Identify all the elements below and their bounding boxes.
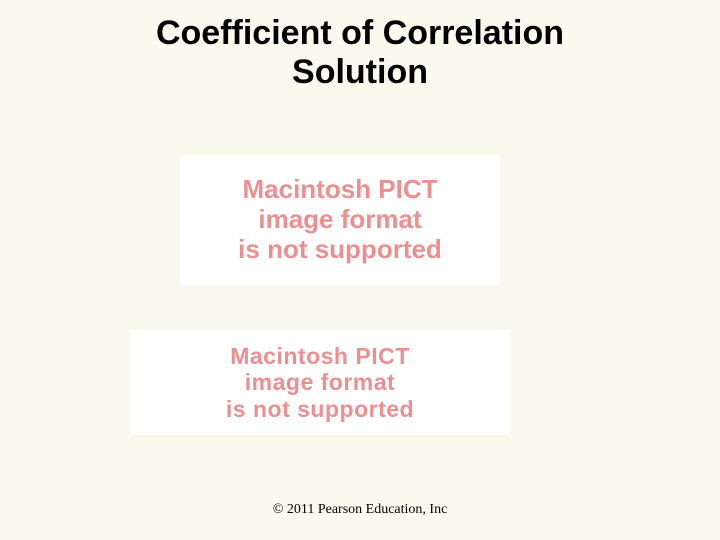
title-line-2: Solution [292, 53, 428, 91]
ph2-line2: image format [245, 369, 395, 395]
title-line-1: Coefficient of Correlation [156, 14, 564, 52]
slide-title: Coefficient of Correlation Solution [0, 0, 720, 92]
image-placeholder-1: Macintosh PICT image format is not suppo… [180, 155, 500, 285]
ph1-line3: is not supported [238, 234, 442, 264]
ph2-line1: Macintosh PICT [230, 343, 410, 369]
copyright-footer: © 2011 Pearson Education, Inc [0, 502, 720, 518]
image-placeholder-1-message: Macintosh PICT image format is not suppo… [238, 175, 442, 265]
ph1-line1: Macintosh PICT [242, 174, 437, 204]
image-placeholder-2: Macintosh PICT image format is not suppo… [130, 330, 510, 435]
ph2-line3: is not supported [226, 396, 414, 422]
ph1-line2: image format [258, 204, 421, 234]
image-placeholder-2-message: Macintosh PICT image format is not suppo… [226, 343, 414, 422]
